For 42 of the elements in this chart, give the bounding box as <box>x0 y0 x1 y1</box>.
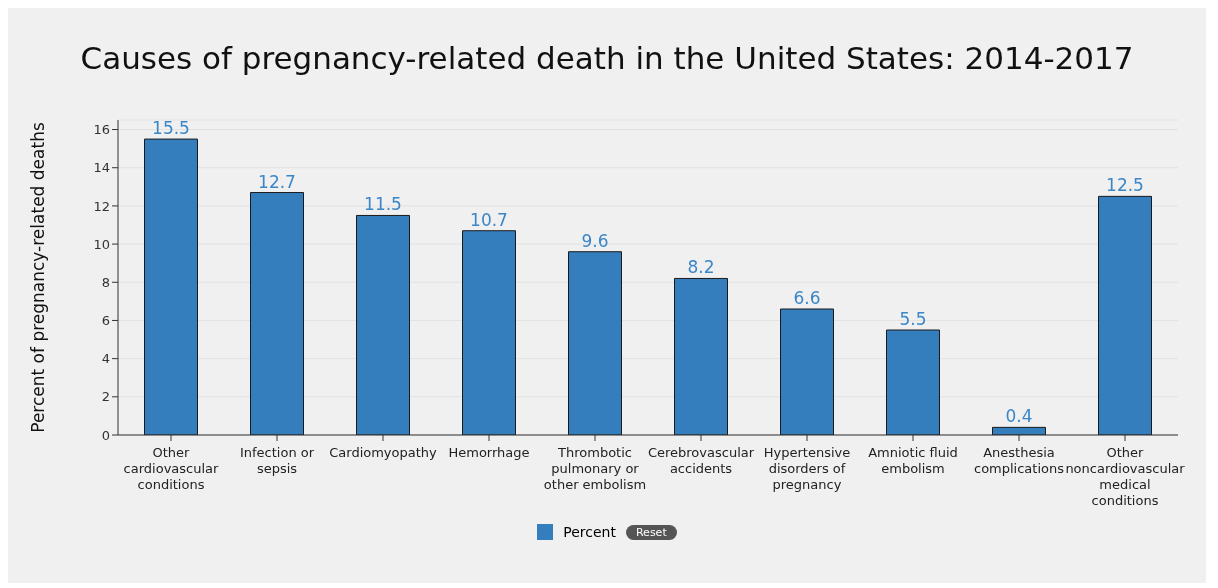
y-tick-label: 0 <box>101 427 110 443</box>
data-label: 6.6 <box>793 288 821 308</box>
bar <box>568 251 622 435</box>
y-tick-label: 6 <box>101 313 110 329</box>
x-tick-label: Infection or sepsis <box>239 445 315 476</box>
y-tick-label: 14 <box>93 160 110 176</box>
y-tick-label: 16 <box>93 122 110 138</box>
bar <box>356 214 410 435</box>
x-tick-label: Cardiomyopathy <box>329 445 438 460</box>
chart-title: Causes of pregnancy-related death in the United States: 2014-2017 <box>79 39 1135 78</box>
x-tick-label: Thrombotic pulmonary or other embolism <box>543 445 647 492</box>
y-tick-label: 8 <box>101 274 110 290</box>
bar <box>886 329 940 435</box>
x-tick-label: Cerebrovascular accidents <box>647 445 755 476</box>
y-tick-label: 2 <box>101 389 110 405</box>
reset-button: Reset <box>625 524 677 540</box>
data-label: 5.5 <box>899 309 927 329</box>
data-label: 12.7 <box>258 171 296 192</box>
data-label: 10.7 <box>470 209 508 230</box>
x-tick-label: Hypertensive disorders of pregnancy <box>763 445 851 492</box>
data-label: 0.4 <box>1005 406 1033 427</box>
x-tick-label: Other cardiovascular conditions <box>123 445 220 492</box>
bar <box>462 230 516 435</box>
x-tick-label: Anesthesia complications <box>973 445 1065 476</box>
data-label: 11.5 <box>364 194 402 215</box>
y-tick-label: 10 <box>93 236 110 252</box>
bar <box>674 277 728 435</box>
data-label: 15.5 <box>152 118 190 139</box>
x-tick-label: Other noncardiovascular medical conditions <box>1065 445 1186 508</box>
legend-label: Percent <box>563 524 616 540</box>
y-axis-title: Percent of pregnancy-related deaths <box>28 122 49 433</box>
bar <box>1098 195 1152 435</box>
data-label: 8.2 <box>687 257 715 278</box>
x-tick-label: Amniotic fluid embolism <box>868 445 958 476</box>
y-tick-label: 4 <box>101 351 110 367</box>
bar <box>144 138 198 435</box>
bar <box>780 308 834 435</box>
data-label: 12.5 <box>1106 175 1144 196</box>
data-label: 9.6 <box>581 230 609 251</box>
bar <box>250 192 304 435</box>
x-tick-label: Hemorrhage <box>448 445 530 460</box>
y-tick-label: 12 <box>93 198 110 214</box>
